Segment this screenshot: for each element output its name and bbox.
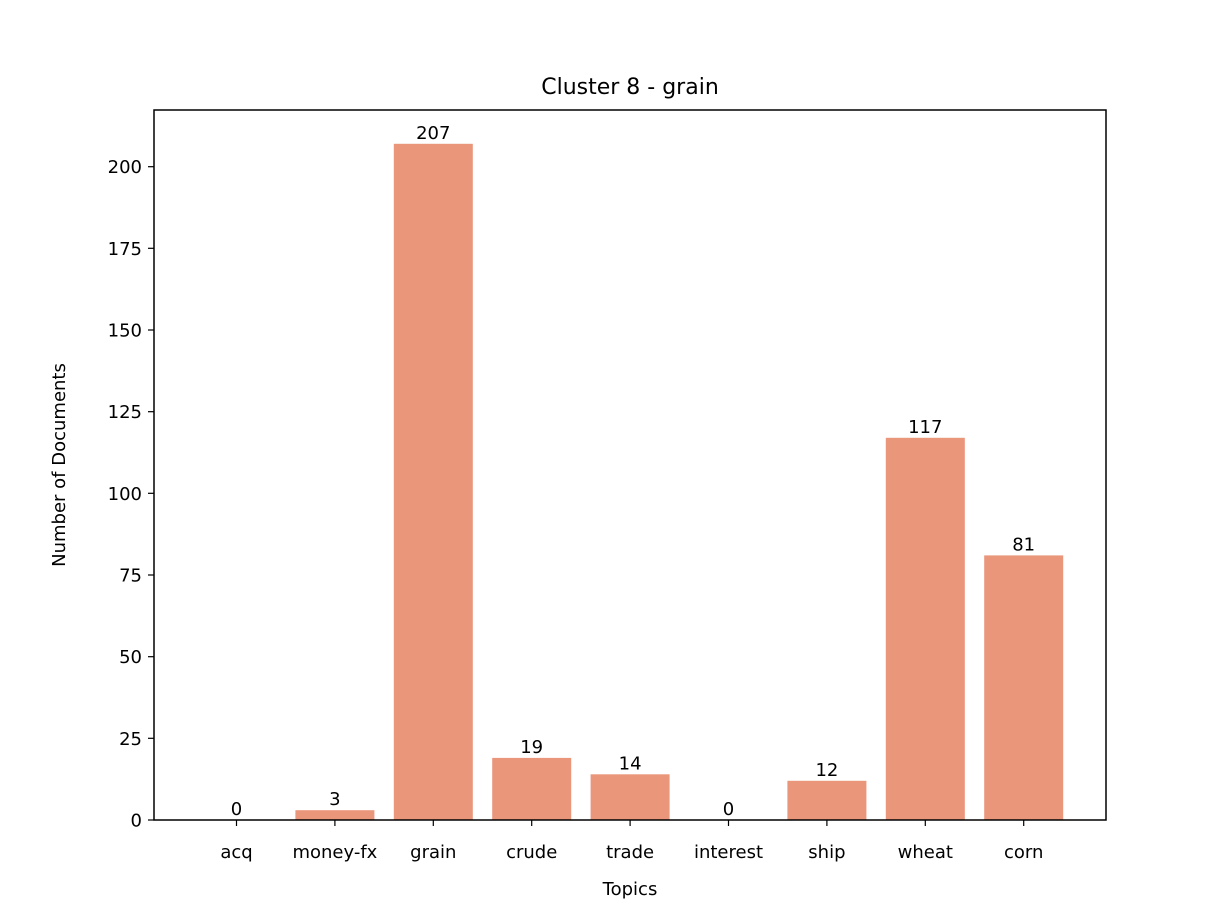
bar-value-label: 12 (815, 760, 838, 781)
bar-value-label: 0 (723, 799, 734, 820)
y-axis-label: Number of Documents (49, 363, 70, 567)
x-tick-label: grain (410, 842, 456, 863)
chart-title: Cluster 8 - grain (541, 75, 719, 100)
x-tick-label: corn (1004, 842, 1043, 863)
y-tick-label: 150 (108, 321, 142, 342)
x-tick-label: trade (606, 842, 654, 863)
x-tick-label: crude (506, 842, 557, 863)
bar-value-label: 81 (1012, 534, 1035, 555)
x-tick-label: ship (808, 842, 845, 863)
y-tick-label: 100 (108, 484, 142, 505)
y-tick-label: 25 (119, 729, 142, 750)
x-tick-label: wheat (898, 842, 953, 863)
value-labels-group: 0 3 207 19 14 0 12 117 81 (231, 123, 1035, 820)
y-tick-label: 125 (108, 402, 142, 423)
y-tick-label: 0 (131, 811, 142, 832)
x-axis-label: Topics (602, 879, 658, 900)
bar (885, 437, 965, 820)
bar-value-label: 117 (908, 417, 942, 438)
x-axis-ticks: acq money-fx grain crude trade interest ship wh… (220, 820, 1043, 863)
bar-value-label: 19 (520, 737, 543, 758)
bar (393, 143, 473, 821)
bar (295, 810, 375, 820)
y-tick-label: 200 (108, 157, 142, 178)
bar (984, 555, 1064, 820)
y-axis-ticks: 0 25 50 75 100 125 150 175 200 (108, 157, 154, 832)
bar-value-label: 3 (329, 789, 340, 810)
y-tick-label: 50 (119, 647, 142, 668)
bar-value-label: 207 (416, 123, 450, 144)
y-tick-label: 75 (119, 566, 142, 587)
bar-value-label: 14 (619, 753, 642, 774)
x-tick-label: acq (220, 842, 252, 863)
bar (492, 757, 572, 820)
bar (787, 780, 867, 820)
x-tick-label: money-fx (292, 842, 377, 863)
plot-frame (153, 109, 1107, 821)
x-tick-label: interest (694, 842, 763, 863)
bar-value-label: 0 (231, 799, 242, 820)
y-tick-label: 175 (108, 239, 142, 260)
bars-group (295, 143, 1064, 821)
bar (590, 774, 670, 820)
